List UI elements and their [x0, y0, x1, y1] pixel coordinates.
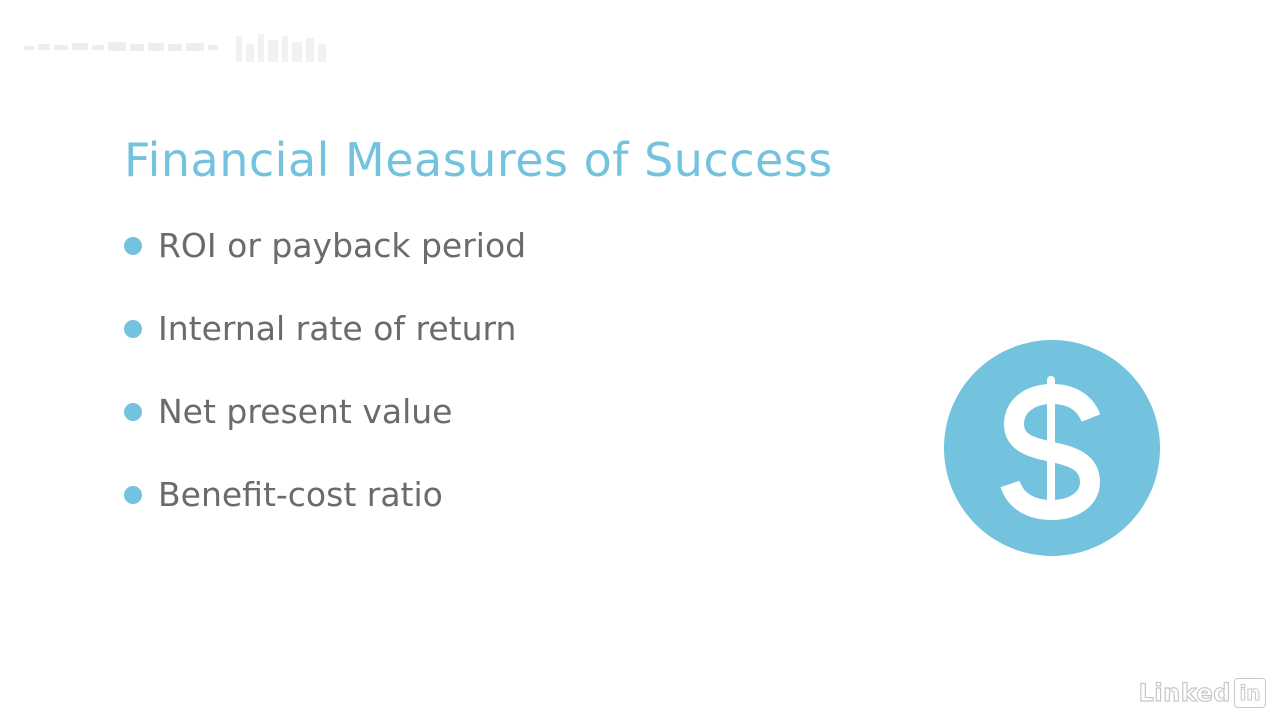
- bullet-dot-icon: [124, 320, 142, 338]
- list-item: Benefit-cost ratio: [124, 471, 526, 554]
- linkedin-in-icon: in: [1234, 678, 1266, 708]
- bullet-dot-icon: [124, 237, 142, 255]
- list-item: Net present value: [124, 388, 526, 471]
- bullet-dot-icon: [124, 403, 142, 421]
- bullet-dot-icon: [124, 486, 142, 504]
- bullet-text-bcr: Benefit-cost ratio: [158, 475, 443, 514]
- linkedin-logo: Linked in: [1138, 678, 1266, 708]
- bullet-text-npv: Net present value: [158, 392, 453, 431]
- bullet-text-roi: ROI or payback period: [158, 226, 527, 265]
- faint-logo-watermark: [24, 34, 326, 62]
- slide-title: Financial Measures of Success: [124, 133, 833, 187]
- dollar-sign-icon: [944, 340, 1160, 556]
- bullet-list: ROI or payback period Internal rate of r…: [124, 222, 526, 554]
- bullet-text-irr: Internal rate of return: [158, 309, 517, 348]
- linkedin-wordmark: Linked: [1138, 678, 1231, 707]
- list-item: ROI or payback period: [124, 222, 526, 305]
- list-item: Internal rate of return: [124, 305, 526, 388]
